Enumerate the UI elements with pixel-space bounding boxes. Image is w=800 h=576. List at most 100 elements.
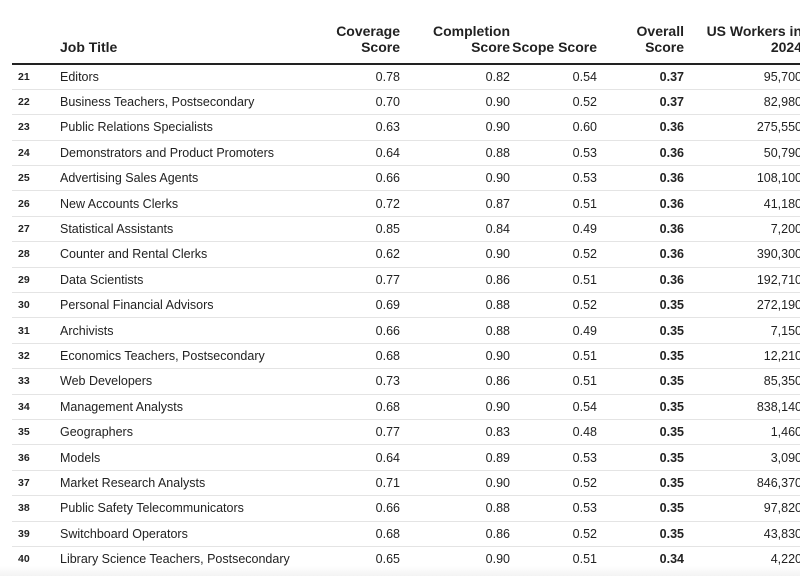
us-workers-cell: 50,790 bbox=[684, 140, 800, 167]
overall-score-cell: 0.36 bbox=[597, 165, 684, 192]
overall-score-cell: 0.35 bbox=[597, 419, 684, 446]
completion-score-cell: 0.88 bbox=[400, 317, 510, 344]
us-workers-cell: 85,350 bbox=[684, 368, 800, 395]
us-workers-cell: 41,180 bbox=[684, 190, 800, 217]
coverage-score-cell: 0.77 bbox=[332, 419, 400, 446]
coverage-score-cell: 0.64 bbox=[332, 140, 400, 167]
table-row: 24 Demonstrators and Product Promoters 0.6… bbox=[12, 140, 800, 167]
scope-score-cell: 0.54 bbox=[510, 64, 597, 90]
table-row: 33 Web Developers 0.73 0.86 0.51 0.35 85,350 bbox=[12, 368, 800, 395]
rank-cell: 24 bbox=[12, 140, 48, 167]
us-workers-cell: 108,100 bbox=[684, 165, 800, 192]
rank-cell: 34 bbox=[12, 394, 48, 420]
scope-score-cell: 0.51 bbox=[510, 267, 597, 294]
scope-score-cell: 0.52 bbox=[510, 521, 597, 547]
job-title-cell: Business Teachers, Postsecondary bbox=[48, 89, 332, 116]
table-row: 27 Statistical Assistants 0.85 0.84 0.49 0.36… bbox=[12, 216, 800, 243]
us-workers-cell: 192,710 bbox=[684, 267, 800, 294]
coverage-score-cell: 0.77 bbox=[332, 267, 400, 294]
job-title-cell: Statistical Assistants bbox=[48, 216, 332, 243]
table-row: 36 Models 0.64 0.89 0.53 0.35 3,090 bbox=[12, 444, 800, 471]
table-row: 22 Business Teachers, Postsecondary 0.70 0.… bbox=[12, 89, 800, 116]
job-title-cell: Archivists bbox=[48, 317, 332, 344]
header-completion-score: Completion Score bbox=[400, 0, 510, 65]
overall-score-cell: 0.34 bbox=[659, 552, 684, 567]
job-title-cell: Editors bbox=[48, 64, 332, 90]
completion-score-cell: 0.90 bbox=[400, 89, 510, 116]
overall-score-cell: 0.35 bbox=[597, 368, 684, 395]
completion-score-cell: 0.86 bbox=[400, 521, 510, 547]
overall-score-cell: 0.36 bbox=[597, 114, 684, 141]
scope-score-cell: 0.52 bbox=[510, 89, 597, 116]
table-row: 35 Geographers 0.77 0.83 0.48 0.35 1,460 bbox=[12, 419, 800, 446]
us-workers-cell: 390,300 bbox=[684, 241, 800, 268]
scope-score-cell: 0.49 bbox=[510, 216, 597, 243]
rank-cell: 22 bbox=[12, 89, 48, 116]
header-job-title: Job Title bbox=[48, 0, 332, 65]
rank-cell: 23 bbox=[12, 114, 48, 141]
rank-cell: 38 bbox=[12, 495, 48, 522]
completion-score-cell: 0.89 bbox=[400, 444, 510, 471]
completion-score-cell: 0.86 bbox=[400, 267, 510, 294]
job-title-cell: Management Analysts bbox=[48, 394, 332, 420]
coverage-score-cell: 0.66 bbox=[332, 495, 400, 522]
scope-score-cell: 0.52 bbox=[510, 470, 597, 497]
job-title-cell: Geographers bbox=[48, 419, 332, 446]
coverage-score-cell: 0.68 bbox=[332, 394, 400, 420]
coverage-score-cell: 0.63 bbox=[332, 114, 400, 141]
table-row: 40 Library Science Teachers, Postsecondar… bbox=[12, 546, 800, 571]
job-title-cell: Library Science Teachers, Postsecondary bbox=[60, 552, 290, 567]
overall-score-cell: 0.35 bbox=[597, 317, 684, 344]
job-title-cell: Public Safety Telecommunicators bbox=[48, 495, 332, 522]
us-workers-cell: 272,190 bbox=[684, 292, 800, 319]
bottom-fade bbox=[0, 566, 800, 576]
completion-score-cell: 0.88 bbox=[400, 495, 510, 522]
rank-cell: 39 bbox=[12, 521, 48, 547]
completion-score-cell: 0.90 bbox=[400, 343, 510, 370]
coverage-score-cell: 0.70 bbox=[332, 89, 400, 116]
completion-score-cell: 0.87 bbox=[400, 190, 510, 217]
coverage-score-cell: 0.73 bbox=[332, 368, 400, 395]
job-title-cell: Personal Financial Advisors bbox=[48, 292, 332, 319]
completion-score-cell: 0.84 bbox=[400, 216, 510, 243]
completion-score-cell: 0.88 bbox=[400, 140, 510, 167]
completion-score-cell: 0.83 bbox=[400, 419, 510, 446]
job-title-cell: Public Relations Specialists bbox=[48, 114, 332, 141]
job-title-cell: Switchboard Operators bbox=[48, 521, 332, 547]
scope-score-cell: 0.51 bbox=[510, 368, 597, 395]
coverage-score-cell: 0.71 bbox=[332, 470, 400, 497]
rank-cell: 35 bbox=[12, 419, 48, 446]
scope-score-cell: 0.51 bbox=[572, 552, 597, 567]
scope-score-cell: 0.51 bbox=[510, 190, 597, 217]
table-row: 28 Counter and Rental Clerks 0.62 0.90 0.52 0… bbox=[12, 241, 800, 268]
coverage-score-cell: 0.68 bbox=[332, 343, 400, 370]
scope-score-cell: 0.49 bbox=[510, 317, 597, 344]
header-row: Job Title Coverage Score Completion Scor… bbox=[12, 0, 800, 65]
rank-cell: 30 bbox=[12, 292, 48, 319]
scope-score-cell: 0.52 bbox=[510, 241, 597, 268]
us-workers-cell: 1,460 bbox=[684, 419, 800, 446]
rank-cell: 31 bbox=[12, 317, 48, 344]
overall-score-cell: 0.36 bbox=[597, 267, 684, 294]
overall-score-cell: 0.35 bbox=[597, 292, 684, 319]
header-scope-score: Scope Score bbox=[510, 0, 597, 65]
coverage-score-cell: 0.72 bbox=[332, 190, 400, 217]
us-workers-cell: 12,210 bbox=[684, 343, 800, 370]
scope-score-cell: 0.51 bbox=[510, 343, 597, 370]
scope-score-cell: 0.53 bbox=[510, 165, 597, 192]
jobs-score-table: Job Title Coverage Score Completion Scor… bbox=[12, 0, 800, 572]
table-row: 32 Economics Teachers, Postsecondary 0.68 0… bbox=[12, 343, 800, 370]
coverage-score-cell: 0.62 bbox=[332, 241, 400, 268]
table-row: 34 Management Analysts 0.68 0.90 0.54 0.35 838… bbox=[12, 394, 800, 420]
rank-cell: 33 bbox=[12, 368, 48, 395]
rank-cell: 27 bbox=[12, 216, 48, 243]
job-title-cell: Web Developers bbox=[48, 368, 332, 395]
us-workers-cell: 838,140 bbox=[684, 394, 800, 420]
scope-score-cell: 0.53 bbox=[510, 444, 597, 471]
table-row: 38 Public Safety Telecommunicators 0.66 0.8… bbox=[12, 495, 800, 522]
coverage-score-cell: 0.66 bbox=[332, 317, 400, 344]
table-row: 30 Personal Financial Advisors 0.69 0.88 0.5… bbox=[12, 292, 800, 319]
job-title-cell: Models bbox=[48, 444, 332, 471]
completion-score-cell: 0.90 bbox=[400, 470, 510, 497]
completion-score-cell: 0.90 bbox=[400, 394, 510, 420]
